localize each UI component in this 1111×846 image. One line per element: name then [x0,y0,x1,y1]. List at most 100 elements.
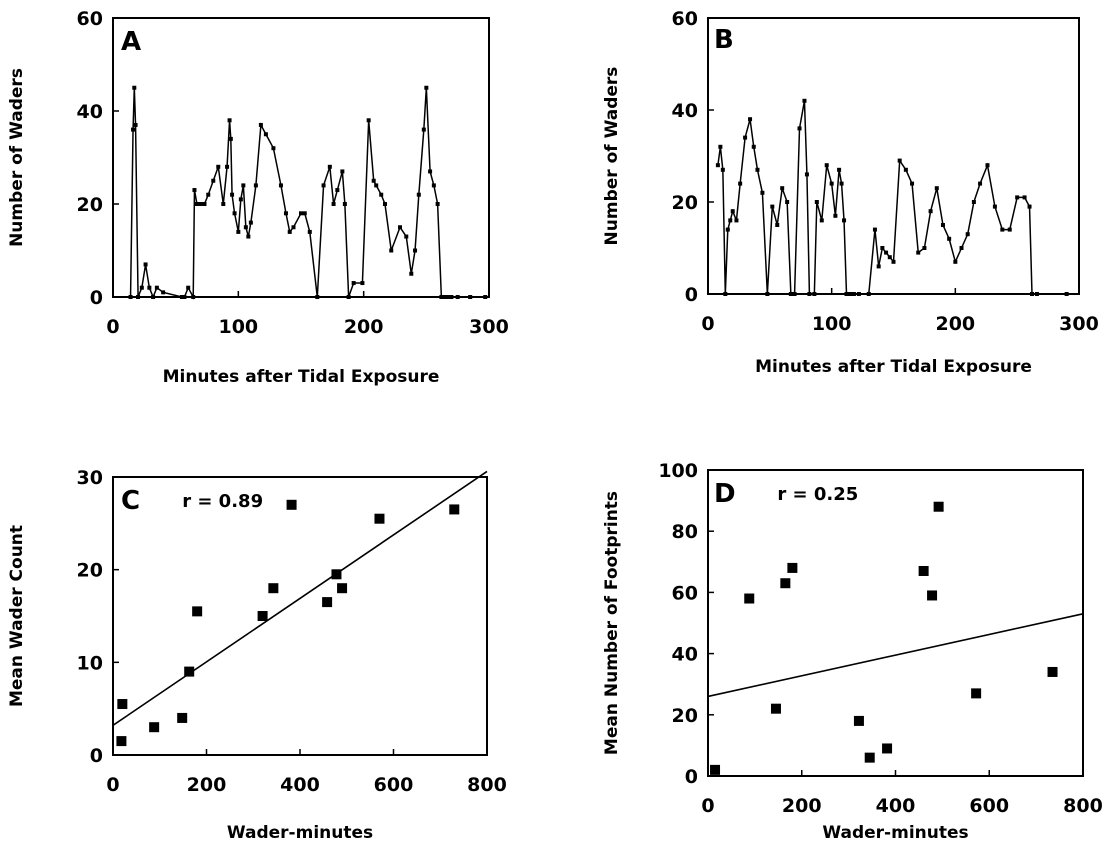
data-point [366,118,371,123]
panel-b: 0 100 200 300 0 20 40 60 Minutes after Tidal Exp… [602,8,1099,377]
series-line [717,100,1067,295]
y-tick-label: 60 [77,8,103,30]
data-point [286,499,297,510]
data-point [884,250,889,255]
data-point [271,146,276,151]
y-tick-label: 0 [90,745,103,767]
correlation-label: r = 0.25 [777,484,858,505]
data-point [374,183,379,188]
panel-d: 0 200 400 600 800 0 20 40 60 80 100 Wader-minutes Me… [602,460,1103,843]
data-point [379,192,384,197]
data-point [302,211,307,216]
data-point [788,292,793,296]
data-point [441,295,446,299]
plot-frame [112,17,490,298]
data-point [192,188,197,193]
panel-letter: B [714,25,734,55]
y-axis-label: Mean Wader Count [7,525,27,707]
data-point [802,98,807,103]
data-point [1000,227,1005,232]
data-point [837,167,842,172]
y-tick-label: 60 [672,8,698,30]
data-point [132,85,137,90]
data-point [992,204,997,209]
data-point [1027,204,1032,209]
data-point [743,135,748,140]
data-point [161,290,166,295]
data-point [833,213,838,218]
data-point [389,248,394,253]
data-point [241,183,246,188]
data-point [340,169,345,174]
data-point [824,163,829,168]
x-tick-label: 200 [187,774,227,796]
data-point [342,202,347,206]
data-point [947,236,952,241]
data-point [182,295,187,299]
data-point [186,285,191,290]
data-point [421,127,426,132]
data-point [819,218,824,223]
data-point [897,158,902,163]
data-point [371,178,376,183]
y-axis-label: Mean Number of Footprints [602,491,622,755]
data-point [382,202,387,206]
plot-frame [707,469,1084,777]
data-point [792,292,797,296]
x-tick-label: 0 [106,316,119,338]
data-point [439,295,444,299]
data-point [928,209,933,214]
y-tick-label: 40 [672,644,698,666]
data-point [738,181,743,186]
data-point [337,583,348,594]
data-point [856,292,861,296]
data-point [953,259,958,264]
data-point [1064,292,1069,296]
x-tick-label: 0 [701,313,714,335]
data-point [734,218,739,223]
data-point [720,167,725,172]
data-point [748,117,753,122]
y-tick-label: 40 [672,100,698,122]
data-point [723,292,728,296]
x-axis-label: Minutes after Tidal Exposure [163,367,440,387]
data-point [253,183,258,188]
y-tick-label: 80 [672,521,698,543]
data-point [243,225,248,230]
data-point [143,262,148,267]
data-point [248,220,253,225]
data-point [283,211,288,216]
data-point [374,513,385,524]
data-point [116,736,127,747]
data-point [194,202,199,206]
data-point [431,183,436,188]
data-point [268,583,279,594]
series-line [129,87,486,300]
data-point [1015,195,1020,200]
data-point [147,285,152,290]
data-point [346,295,351,299]
data-point [839,181,844,186]
data-point [780,186,785,191]
data-point [483,295,488,299]
data-point [221,202,226,206]
data-point [291,225,296,230]
data-point [331,569,342,580]
data-point [455,295,460,299]
data-point [154,285,159,290]
data-point [715,163,720,168]
data-point [428,169,433,174]
data-point [730,209,735,214]
x-tick-label: 200 [782,795,822,817]
y-axis-label: Number of Waders [602,67,622,246]
data-point [882,743,893,754]
data-point [728,218,733,223]
data-point [299,211,303,216]
data-point [446,295,451,299]
y-tick-label: 20 [77,194,103,216]
data-point [179,295,184,299]
data-point [263,132,268,137]
data-point [971,688,982,699]
x-tick-label: 800 [467,774,507,796]
data-point [351,281,356,286]
